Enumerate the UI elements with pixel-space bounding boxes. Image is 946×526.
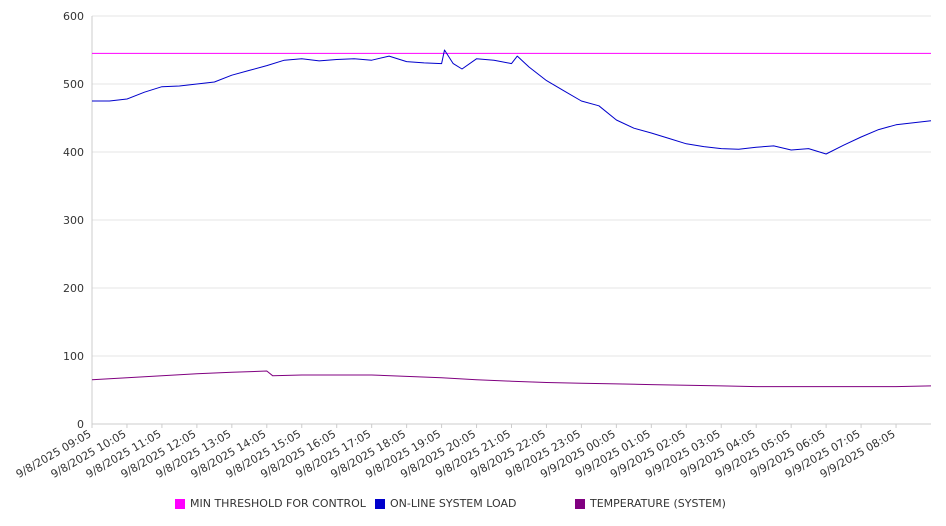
y-tick-label: 100 bbox=[63, 350, 84, 363]
x-axis-ticks: 9/8/2025 09:059/8/2025 10:059/8/2025 11:… bbox=[14, 424, 898, 481]
series-temperature-line bbox=[91, 370, 932, 388]
legend-item-temperature[interactable]: TEMPERATURE (SYSTEM) bbox=[575, 497, 726, 510]
legend-swatch-system-load bbox=[375, 498, 385, 509]
y-tick-label: 600 bbox=[63, 10, 84, 23]
legend-swatch-min-threshold bbox=[175, 498, 185, 509]
legend-swatch-temperature bbox=[575, 498, 585, 509]
y-tick-label: 500 bbox=[63, 78, 84, 91]
y-tick-label: 400 bbox=[63, 146, 84, 159]
y-tick-label: 0 bbox=[77, 418, 84, 431]
legend-item-min-threshold[interactable]: MIN THRESHOLD FOR CONTROL bbox=[175, 497, 366, 510]
legend-label-temperature: TEMPERATURE (SYSTEM) bbox=[590, 497, 726, 510]
y-axis-ticks: 0 100 200 300 400 500 600 bbox=[63, 10, 84, 431]
legend-label-min-threshold: MIN THRESHOLD FOR CONTROL bbox=[190, 497, 366, 510]
y-tick-label: 200 bbox=[63, 282, 84, 295]
gridlines bbox=[92, 15, 931, 357]
legend: MIN THRESHOLD FOR CONTROL ON-LINE SYSTEM… bbox=[0, 497, 946, 517]
series-system-load-line bbox=[92, 49, 932, 155]
legend-label-system-load: ON-LINE SYSTEM LOAD bbox=[390, 497, 517, 510]
series-lines bbox=[91, 49, 932, 388]
legend-item-system-load[interactable]: ON-LINE SYSTEM LOAD bbox=[375, 497, 516, 510]
y-tick-label: 300 bbox=[63, 214, 84, 227]
line-chart: 0 100 200 300 400 500 600 9/8/2025 09:059/8/20… bbox=[14, 10, 932, 481]
